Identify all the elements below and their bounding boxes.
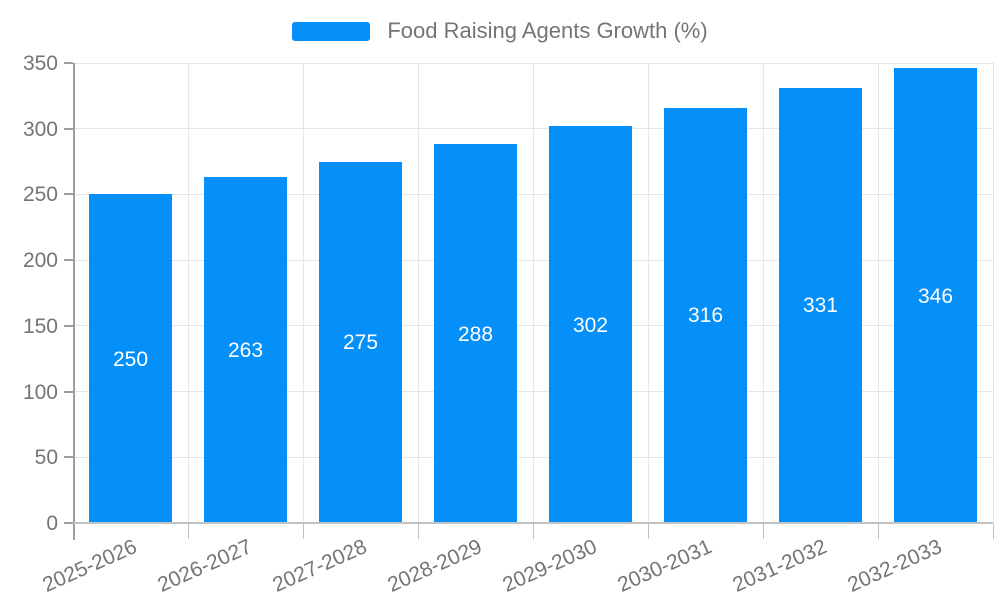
y-axis-tick <box>64 193 73 196</box>
bar-value-label: 316 <box>687 304 724 328</box>
v-gridline <box>187 63 189 523</box>
y-axis-tick <box>64 456 73 459</box>
x-axis-tick <box>647 524 649 539</box>
bar-value-label: 288 <box>457 322 494 346</box>
x-axis-tick <box>302 524 304 539</box>
legend-swatch <box>292 21 371 41</box>
bar-2031-2032[interactable]: 331 <box>779 87 862 523</box>
y-axis-tick-label: 250 <box>22 183 58 207</box>
bar-2027-2028[interactable]: 275 <box>319 161 402 523</box>
y-axis-tick-label: 0 <box>46 512 58 535</box>
x-axis-tick <box>532 524 534 539</box>
v-gridline <box>877 63 879 523</box>
y-axis-tick <box>64 127 73 130</box>
y-axis-tick-label: 50 <box>34 446 58 470</box>
v-gridline <box>762 63 764 523</box>
v-gridline <box>532 63 534 523</box>
y-axis-tick <box>64 522 73 524</box>
bar-value-label: 263 <box>227 339 264 363</box>
y-axis-tick-label: 350 <box>22 52 58 75</box>
v-gridline <box>992 63 994 523</box>
y-axis-tick-label: 150 <box>22 314 58 338</box>
v-gridline <box>417 63 419 523</box>
bar-value-label: 302 <box>572 313 609 337</box>
y-axis-tick <box>64 259 73 262</box>
bar-value-label: 346 <box>917 284 954 308</box>
bar-2029-2030[interactable]: 302 <box>549 126 632 523</box>
x-axis-tick <box>877 524 879 539</box>
y-axis-line <box>73 63 75 540</box>
bar-2026-2027[interactable]: 263 <box>204 177 287 523</box>
chart-legend[interactable]: Food Raising Agents Growth (%) <box>0 18 1000 44</box>
bar-value-label: 275 <box>342 331 379 355</box>
x-axis-tick <box>417 524 419 539</box>
x-axis-tick <box>762 524 764 539</box>
plot-area: 250 263 275 288 302 316 331 346 <box>73 62 994 523</box>
v-gridline <box>647 63 649 523</box>
bar-2032-2033[interactable]: 346 <box>894 68 977 523</box>
y-axis-tick <box>64 62 73 64</box>
bar-value-label: 250 <box>112 347 149 371</box>
y-axis-tick-label: 300 <box>22 117 58 141</box>
bar-2028-2029[interactable]: 288 <box>434 144 517 523</box>
y-axis-tick <box>64 324 73 327</box>
legend-label: Food Raising Agents Growth (%) <box>387 18 708 43</box>
bar-2030-2031[interactable]: 316 <box>664 107 747 523</box>
x-axis-tick <box>187 524 189 539</box>
y-axis-tick <box>64 390 73 393</box>
y-axis-tick-label: 200 <box>22 249 58 273</box>
x-axis-tick <box>992 524 994 539</box>
x-axis-line <box>73 522 993 524</box>
bar-value-label: 331 <box>802 294 839 318</box>
y-axis-tick-label: 100 <box>22 380 58 404</box>
bar-2025-2026[interactable]: 250 <box>89 194 172 523</box>
v-gridline <box>302 63 304 523</box>
